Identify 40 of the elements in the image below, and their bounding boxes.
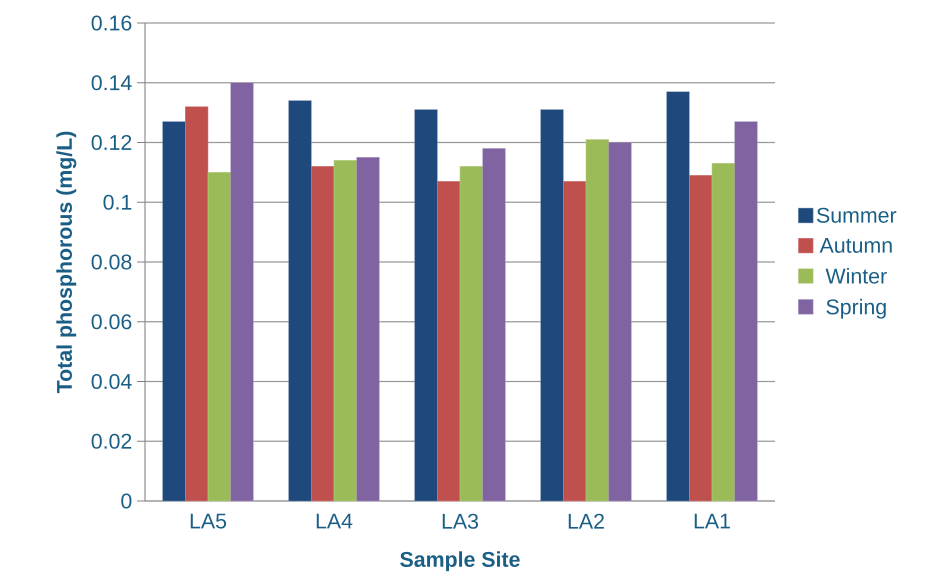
- bar: [540, 109, 564, 502]
- legend-label: Spring: [826, 298, 886, 319]
- bar: [482, 148, 506, 502]
- bar: [311, 166, 334, 502]
- bar: [563, 181, 586, 502]
- y-tick-label: 0.16: [92, 15, 132, 31]
- y-tick-label: 0.12: [92, 134, 132, 150]
- x-tick-label: LA3: [442, 514, 478, 529]
- bar: [666, 91, 690, 502]
- bar: [586, 139, 609, 502]
- y-tick-label: 0.14: [92, 75, 132, 90]
- bar: [734, 121, 758, 502]
- bar: [162, 121, 186, 502]
- bar: [460, 166, 483, 502]
- bar: [185, 106, 208, 502]
- bar: [208, 172, 231, 502]
- bar: [414, 109, 438, 502]
- bar: [437, 181, 460, 502]
- legend-label: Winter: [826, 268, 887, 284]
- legend-label: Autumn: [820, 238, 892, 253]
- y-tick-label: 0.02: [92, 434, 132, 449]
- y-tick-label: 0.04: [92, 374, 132, 390]
- bar: [689, 175, 712, 502]
- bar: [712, 163, 735, 502]
- y-tick-label: 0: [121, 493, 132, 509]
- bar: [334, 160, 357, 502]
- y-tick-label: 0.08: [92, 254, 132, 270]
- bar: [356, 157, 380, 502]
- x-tick-label: LA2: [568, 514, 604, 529]
- x-tick-label: LA5: [190, 514, 226, 529]
- x-axis-title: Sample Site: [400, 551, 520, 572]
- bar: [288, 100, 312, 502]
- x-tick-label: LA1: [694, 514, 730, 528]
- y-tick-label: 0.06: [92, 314, 132, 330]
- bar: [608, 142, 632, 502]
- legend-label: Summer: [816, 208, 896, 223]
- y-tick-label: 0.1: [103, 194, 132, 210]
- x-tick-label: LA4: [316, 514, 352, 528]
- y-axis-title: Total phosphorous (mg/L): [56, 132, 76, 394]
- bar: [230, 82, 254, 502]
